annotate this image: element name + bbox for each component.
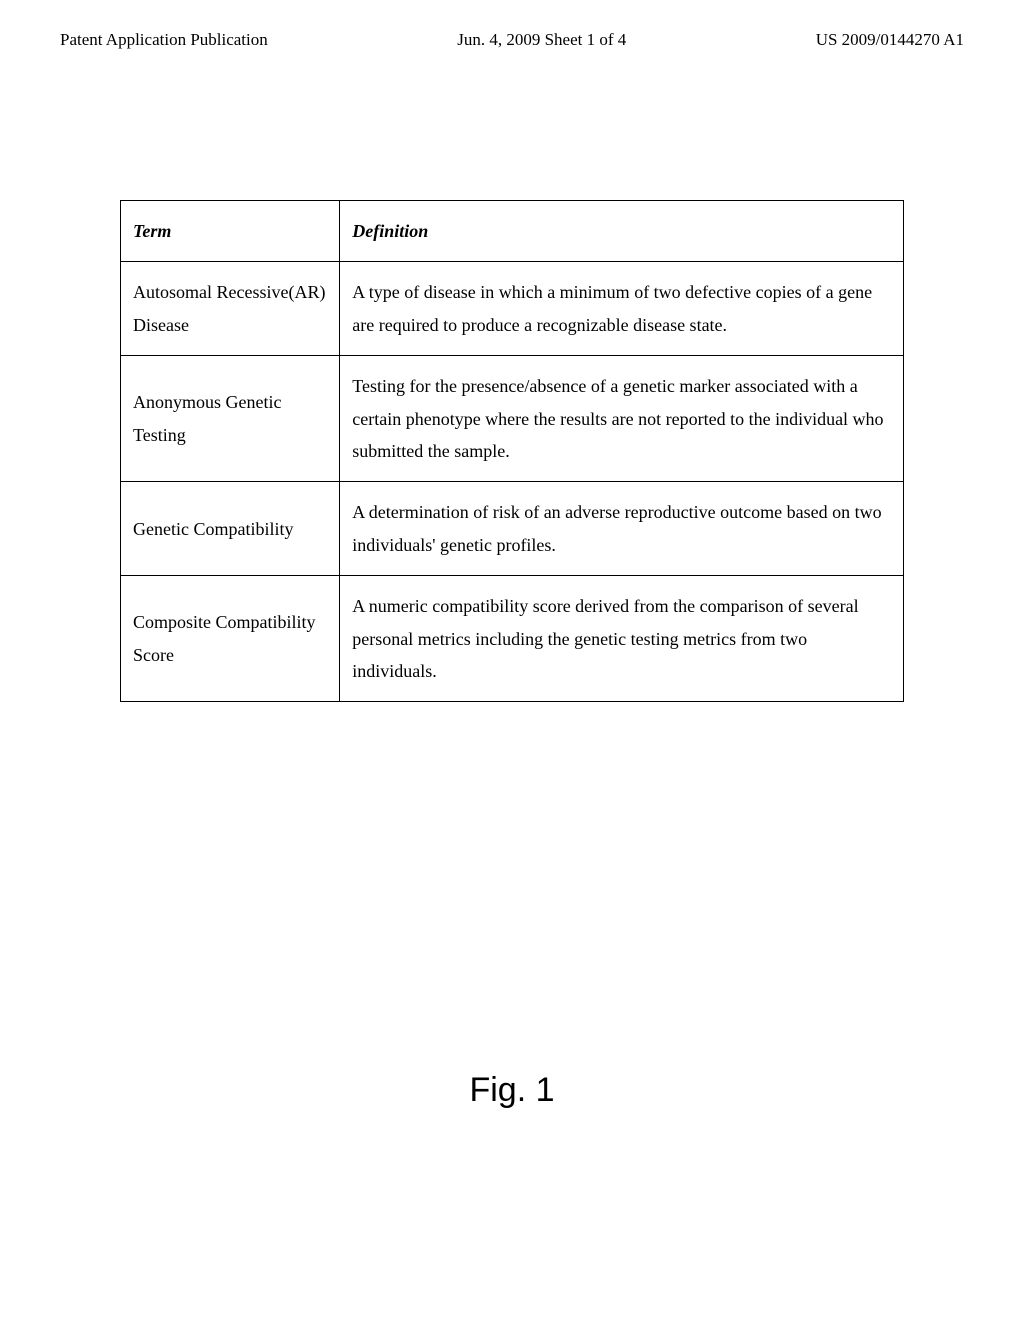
header-right-text: US 2009/0144270 A1 [816,30,964,50]
definition-header: Definition [340,201,904,262]
definitions-table-container: Term Definition Autosomal Recessive(AR) … [120,200,904,702]
header-left-text: Patent Application Publication [60,30,268,50]
term-cell: Composite Compatibility Score [121,576,340,702]
header-center-text: Jun. 4, 2009 Sheet 1 of 4 [457,30,626,50]
term-cell: Genetic Compatibility [121,482,340,576]
table-row: Genetic Compatibility A determination of… [121,482,904,576]
definitions-table: Term Definition Autosomal Recessive(AR) … [120,200,904,702]
definition-cell: Testing for the presence/absence of a ge… [340,356,904,482]
definition-cell: A numeric compatibility score derived fr… [340,576,904,702]
table-row: Autosomal Recessive(AR) Disease A type o… [121,262,904,356]
page-header: Patent Application Publication Jun. 4, 2… [0,0,1024,60]
figure-label: Fig. 1 [0,1071,1024,1110]
definition-cell: A determination of risk of an adverse re… [340,482,904,576]
definition-cell: A type of disease in which a minimum of … [340,262,904,356]
table-row: Anonymous Genetic Testing Testing for th… [121,356,904,482]
table-header-row: Term Definition [121,201,904,262]
term-cell: Autosomal Recessive(AR) Disease [121,262,340,356]
term-header: Term [121,201,340,262]
term-cell: Anonymous Genetic Testing [121,356,340,482]
table-row: Composite Compatibility Score A numeric … [121,576,904,702]
